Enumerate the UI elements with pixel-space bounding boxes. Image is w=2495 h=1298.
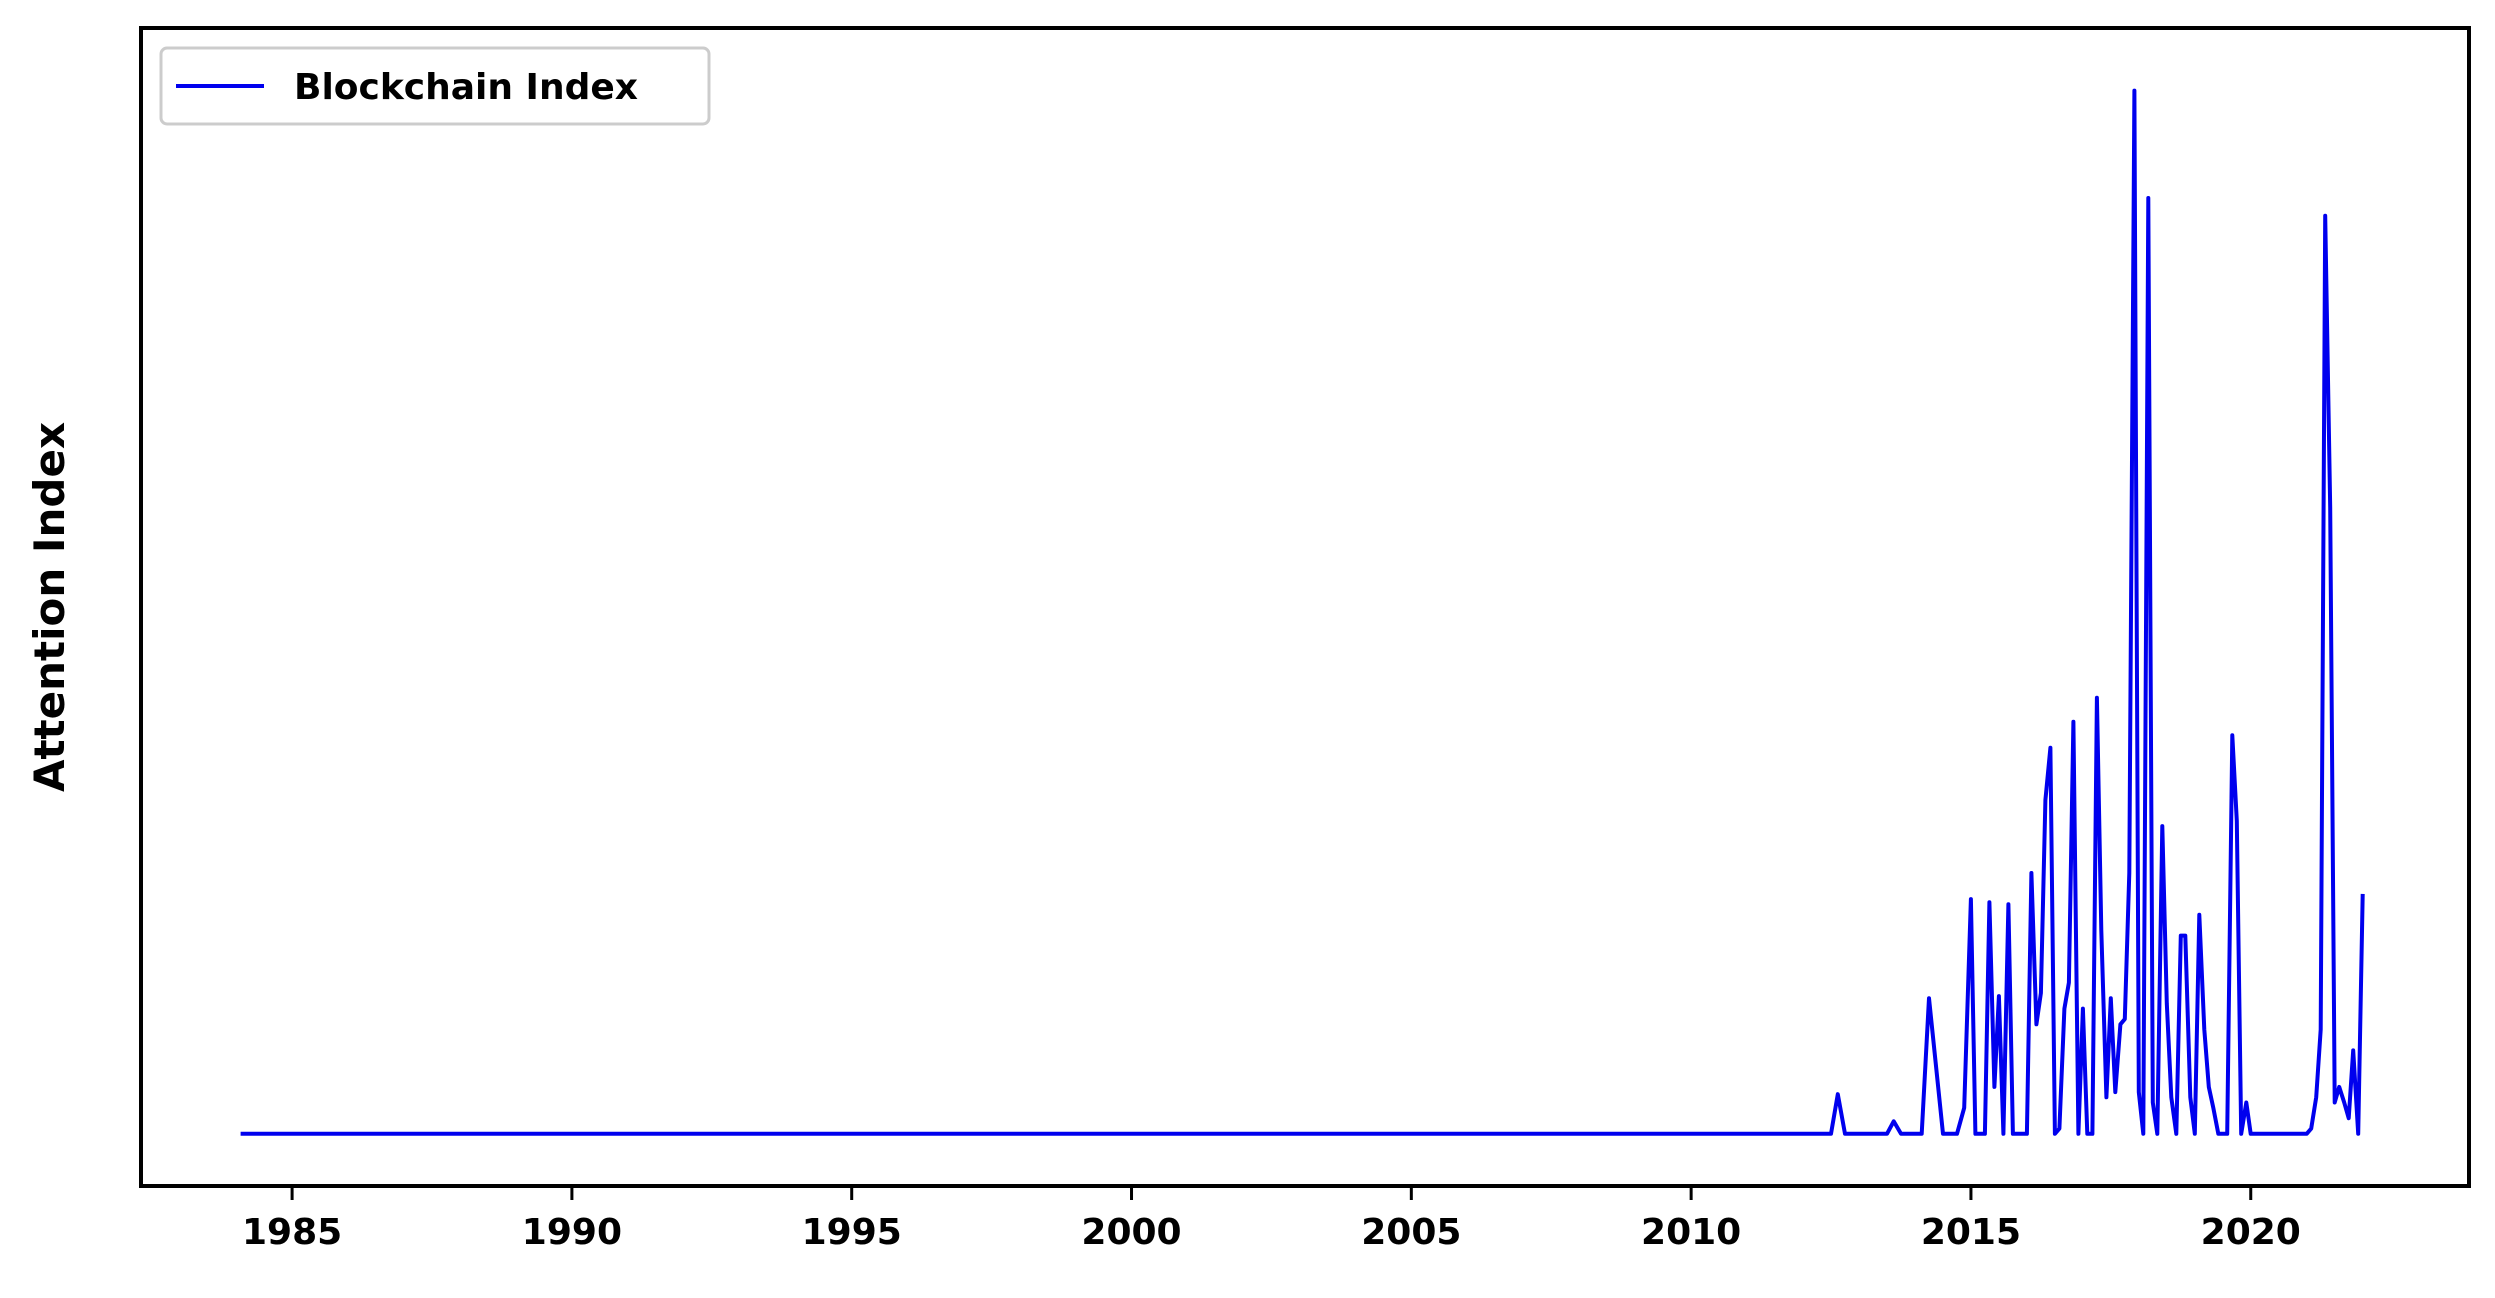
legend-box [159, 46, 711, 126]
x-tick-label: 2000 [1081, 1212, 1181, 1253]
x-tick-label: 2010 [1641, 1212, 1741, 1253]
x-tick-label: 2020 [2201, 1212, 2301, 1253]
x-tick-label: 1985 [242, 1212, 342, 1253]
x-tick-label: 1995 [802, 1212, 902, 1253]
x-tick-label: 1990 [522, 1212, 622, 1253]
x-tick-label: 2005 [1361, 1212, 1461, 1253]
y-axis-label: Attention Index [25, 422, 74, 792]
series-group [240, 88, 2365, 1136]
x-tick-label: 2015 [1921, 1212, 2021, 1253]
plot-frame [139, 26, 2471, 1188]
legend: Blockchain Index [159, 46, 711, 126]
series-line-blockchain-index [240, 88, 2365, 1136]
legend-label-blockchain-index: Blockchain Index [294, 67, 638, 108]
x-axis-ticks: 1985 1990 1995 2000 2005 2010 2015 2020 [242, 1186, 2301, 1253]
